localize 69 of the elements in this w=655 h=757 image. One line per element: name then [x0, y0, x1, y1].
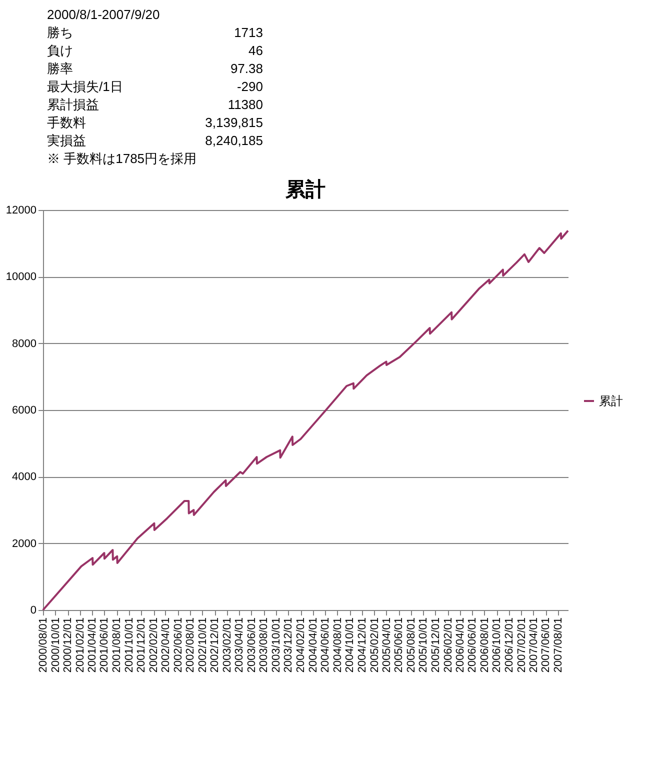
- x-tick-label: 2006/08/01: [478, 618, 491, 673]
- x-tick-label: 2007/02/01: [516, 618, 528, 673]
- x-tick-label: 2003/08/01: [258, 618, 270, 673]
- text: 勝ち: [47, 25, 73, 40]
- x-tick-label: 2001/12/01: [136, 618, 148, 673]
- x-tick-label: 2001/04/01: [86, 618, 98, 673]
- x-tick-label: 2004/10/01: [344, 618, 356, 673]
- text: 3,139,815: [205, 115, 263, 130]
- text: 手数料: [47, 115, 86, 130]
- x-tick-label: 2004/06/01: [320, 618, 332, 673]
- x-tick-label: 2002/08/01: [184, 618, 197, 673]
- x-tick-label: 2002/10/01: [196, 618, 209, 673]
- x-tick-label: 2005/10/01: [418, 618, 430, 673]
- text: 8,240,185: [205, 133, 263, 148]
- x-tick-label: 2003/02/01: [222, 618, 234, 673]
- text: -290: [236, 79, 263, 94]
- x-tick-label: 2007/04/01: [528, 618, 540, 673]
- x-tick-label: 2001/02/01: [74, 618, 87, 673]
- x-tick-label: 2006/04/01: [454, 618, 466, 673]
- x-tick-label: 2002/06/01: [172, 618, 184, 673]
- x-tick-label: 2002/02/01: [148, 618, 160, 673]
- x-tick-label: 2004/08/01: [332, 618, 344, 673]
- y-tick-label: 10000: [6, 271, 36, 284]
- x-tick-label: 2007/06/01: [540, 618, 552, 673]
- x-tick-label: 2000/12/01: [62, 618, 74, 673]
- text: 累計損益: [47, 97, 99, 112]
- x-tick-label: 2005/06/01: [393, 618, 406, 673]
- text: 97.38: [230, 61, 263, 76]
- text: 2000/8/1-2007/9/20: [47, 7, 160, 22]
- x-tick-label: 2006/06/01: [466, 618, 479, 673]
- x-tick-label: 2001/08/01: [111, 618, 124, 673]
- x-tick-label: 2005/12/01: [430, 618, 442, 673]
- legend-label: 累計: [599, 394, 623, 408]
- x-tick-label: 2003/04/01: [234, 618, 246, 673]
- x-tick-label: 2003/06/01: [246, 618, 258, 673]
- x-tick-label: 2005/02/01: [368, 618, 381, 673]
- x-tick-label: 2005/08/01: [405, 618, 418, 673]
- y-tick-label: 0: [30, 604, 36, 616]
- text: ※ 手数料は1785円を採用: [47, 151, 197, 166]
- chart-title: 累計: [284, 178, 326, 201]
- x-tick-label: 2001/06/01: [98, 618, 111, 673]
- x-tick-label: 2006/02/01: [442, 618, 454, 673]
- text: 11380: [228, 97, 263, 112]
- x-tick-label: 2000/08/01: [38, 618, 50, 673]
- x-tick-label: 2006/12/01: [503, 618, 516, 673]
- x-tick-label: 2002/12/01: [209, 618, 222, 673]
- x-tick-label: 2004/02/01: [295, 618, 308, 673]
- x-tick-label: 2004/12/01: [356, 618, 368, 673]
- x-tick-label: 2006/10/01: [491, 618, 504, 673]
- text: 1713: [234, 25, 263, 40]
- x-tick-label: 2007/08/01: [552, 618, 564, 673]
- text: 実損益: [47, 133, 86, 148]
- y-tick-label: 8000: [12, 338, 36, 350]
- y-tick-label: 6000: [12, 404, 36, 416]
- y-tick-label: 12000: [6, 204, 36, 216]
- text: 負け: [47, 43, 73, 58]
- x-tick-label: 2001/10/01: [123, 618, 136, 673]
- x-tick-label: 2005/04/01: [380, 618, 393, 673]
- y-tick-label: 4000: [12, 471, 36, 484]
- line-series: [42, 230, 569, 611]
- x-tick-label: 2003/12/01: [282, 618, 295, 673]
- text: 46: [248, 43, 263, 58]
- x-tick-label: 2003/10/01: [270, 618, 282, 673]
- y-tick-label: 2000: [12, 538, 36, 550]
- x-tick-label: 2000/10/01: [50, 618, 62, 673]
- x-tick-label: 2002/04/01: [160, 618, 172, 673]
- x-tick-label: 2004/04/01: [307, 618, 320, 673]
- text: 勝率: [47, 61, 73, 76]
- text: 最大損失/1日: [47, 79, 123, 94]
